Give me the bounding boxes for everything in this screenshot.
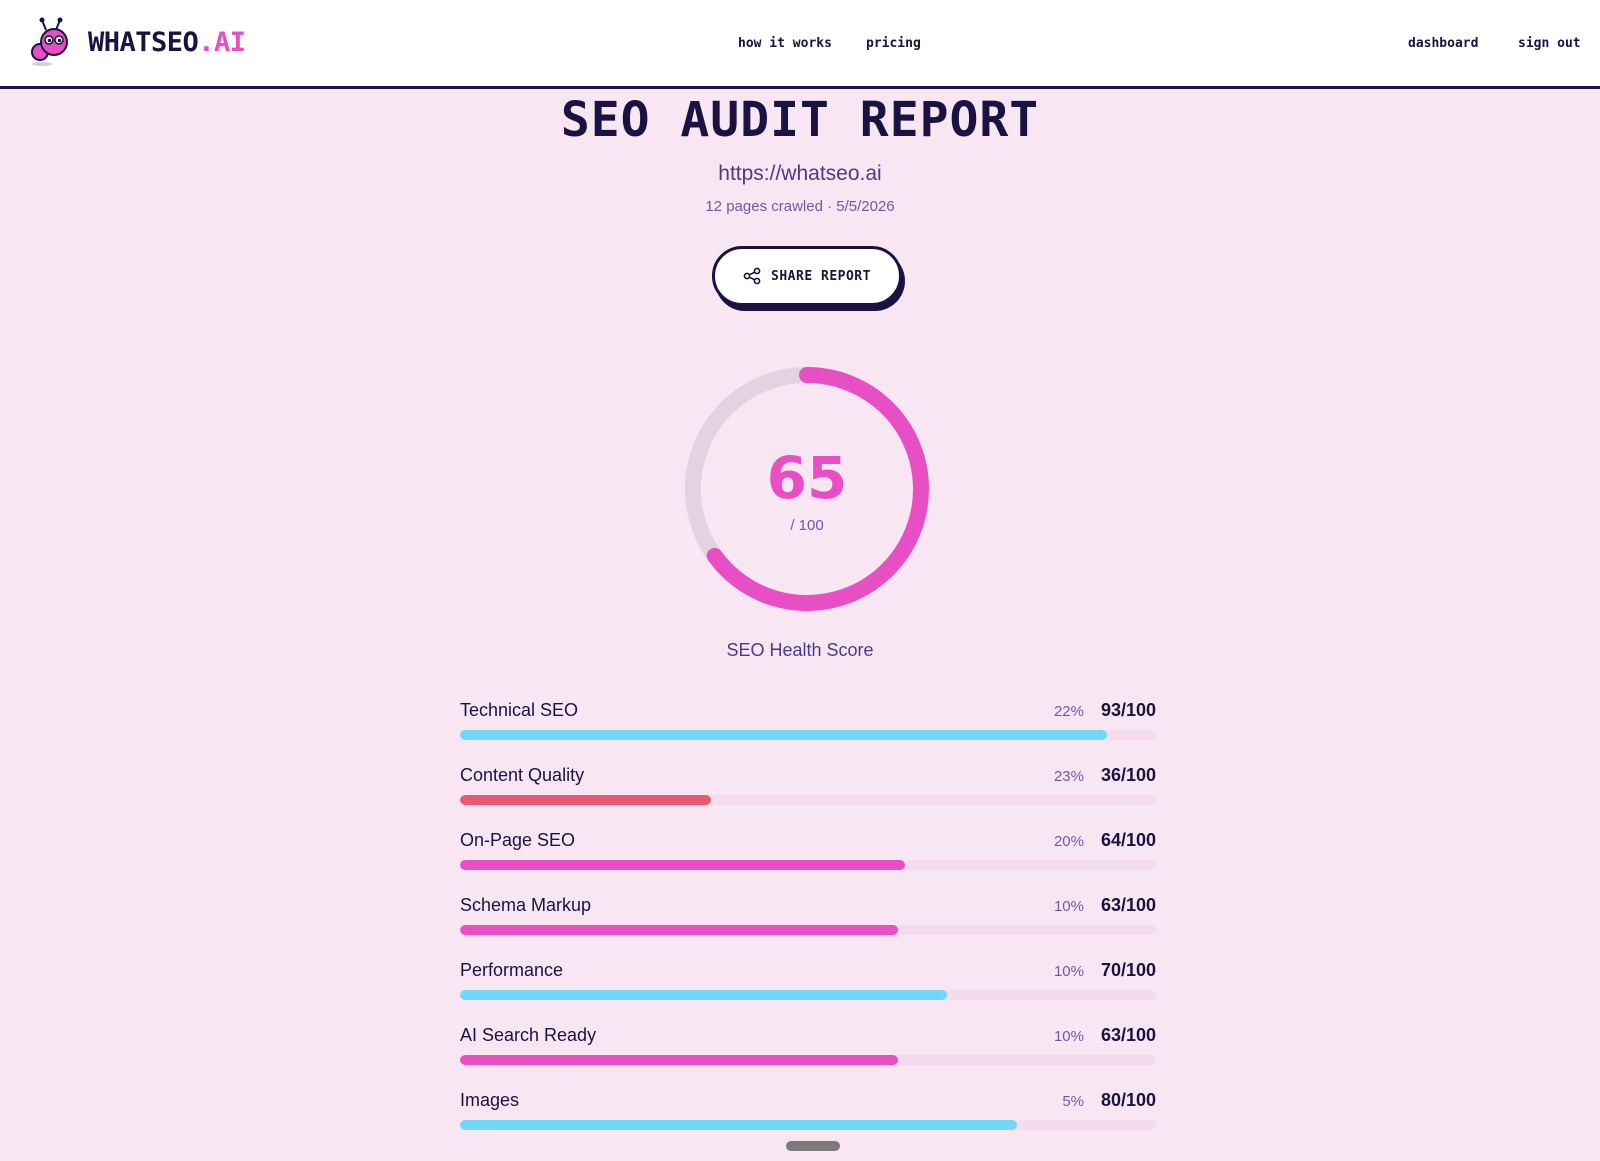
- nav-sign-out[interactable]: sign out: [1518, 36, 1581, 51]
- category-bar-track: [460, 860, 1156, 870]
- share-report-button[interactable]: SHARE REPORT: [712, 246, 902, 306]
- nav-pricing[interactable]: pricing: [866, 36, 921, 51]
- category-bar-track: [460, 730, 1156, 740]
- nav-dashboard[interactable]: dashboard: [1408, 36, 1479, 51]
- category-bar-fill: [460, 730, 1108, 740]
- category-name: Technical SEO: [460, 700, 579, 720]
- category-name: Performance: [460, 960, 564, 980]
- page-title: SEO AUDIT REPORT: [560, 92, 1040, 148]
- share-icon: [743, 267, 761, 285]
- category-score: 70/100: [1100, 960, 1156, 980]
- category-weight: 10%: [1053, 898, 1084, 915]
- gauge-progress-arc: [685, 367, 929, 611]
- nav-how-it-works[interactable]: how it works: [738, 36, 832, 51]
- category-score-list: Technical SEO 22% 93/100 Content Quality 23%…: [460, 700, 1156, 1155]
- category-score: 64/100: [1100, 830, 1156, 850]
- category-weight: 22%: [1053, 703, 1084, 720]
- crawl-meta: 12 pages crawled · 5/5/2026: [705, 198, 895, 215]
- category-bar-track: [460, 925, 1156, 935]
- category-name: Images: [460, 1090, 520, 1110]
- category-weight: 23%: [1053, 768, 1084, 785]
- category-bar-track: [460, 1120, 1156, 1130]
- category-bar-fill: [460, 1120, 1017, 1130]
- category-row: Content Quality 23% 36/100: [460, 765, 1156, 830]
- category-score: 80/100: [1100, 1090, 1156, 1110]
- bug-mascot-icon: [31, 17, 68, 66]
- top-nav-bar: WHATSEO.AI how it works pricing dashboar…: [0, 0, 1600, 89]
- health-score-value: 65: [766, 444, 848, 512]
- category-score: 36/100: [1100, 765, 1156, 785]
- category-score: 63/100: [1100, 895, 1156, 915]
- logo-link[interactable]: WHATSEO.AI: [30, 16, 246, 68]
- health-score-max: / 100: [790, 517, 824, 534]
- category-row: Performance 10% 70/100: [460, 960, 1156, 1025]
- category-bar-track: [460, 1055, 1156, 1065]
- category-bar-track: [460, 795, 1156, 805]
- category-name: On-Page SEO: [460, 830, 576, 850]
- category-bar-fill: [460, 1055, 899, 1065]
- category-weight: 10%: [1053, 1028, 1084, 1045]
- share-report-label: SHARE REPORT: [771, 268, 871, 284]
- category-bar-fill: [460, 990, 948, 1000]
- logo-name: WHATSEO: [88, 26, 199, 58]
- category-bar-fill: [460, 925, 899, 935]
- category-row: Schema Markup 10% 63/100: [460, 895, 1156, 960]
- scroll-handle[interactable]: [786, 1141, 840, 1151]
- category-name: Content Quality: [460, 765, 585, 785]
- logo-text: WHATSEO.AI: [88, 27, 246, 58]
- category-bar-track: [460, 990, 1156, 1000]
- category-row: AI Search Ready 10% 63/100: [460, 1025, 1156, 1090]
- health-score-gauge: [685, 367, 929, 611]
- audited-site-url: https://whatseo.ai: [718, 162, 882, 185]
- category-name: AI Search Ready: [460, 1025, 597, 1045]
- health-score-label: SEO Health Score: [726, 640, 874, 660]
- category-weight: 10%: [1053, 963, 1084, 980]
- category-row: On-Page SEO 20% 64/100: [460, 830, 1156, 895]
- category-bar-fill: [460, 795, 711, 805]
- category-row: Technical SEO 22% 93/100: [460, 700, 1156, 765]
- category-weight: 20%: [1053, 833, 1084, 850]
- category-weight: 5%: [1062, 1093, 1084, 1110]
- category-bar-fill: [460, 860, 906, 870]
- category-score: 93/100: [1100, 700, 1156, 720]
- category-row: Images 5% 80/100: [460, 1090, 1156, 1155]
- logo-suffix: .AI: [198, 26, 246, 58]
- category-name: Schema Markup: [460, 895, 592, 915]
- category-score: 63/100: [1100, 1025, 1156, 1045]
